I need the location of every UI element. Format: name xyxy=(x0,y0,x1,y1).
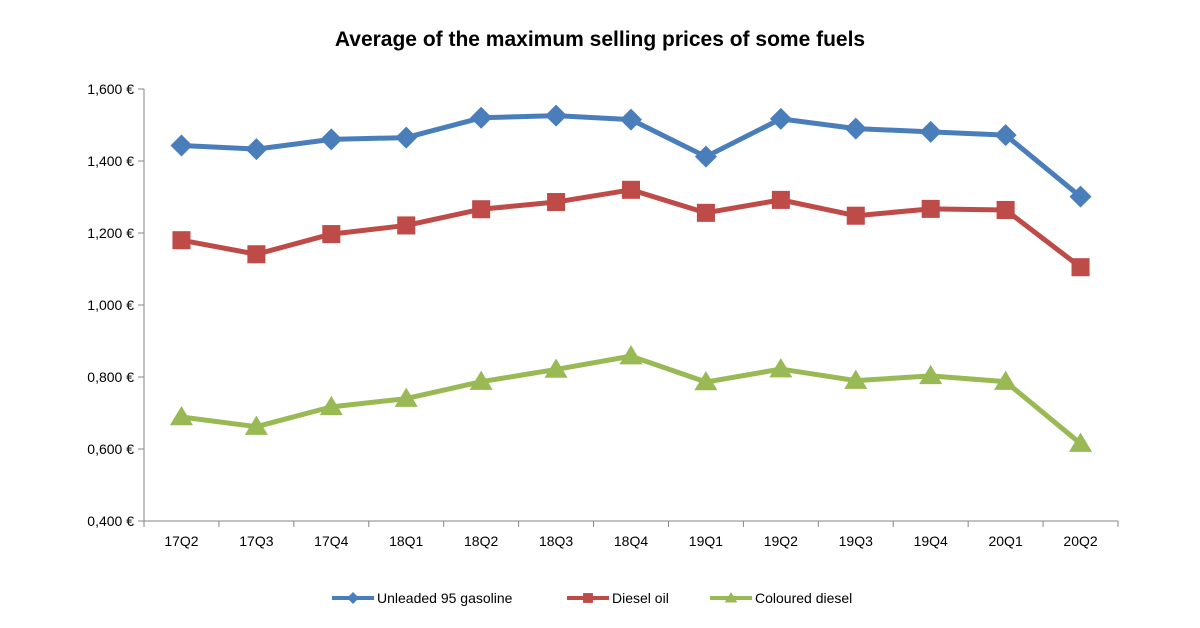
y-tick-label: 0,800 € xyxy=(87,369,134,385)
legend-item: Coloured diesel xyxy=(710,590,852,606)
legend-item: Unleaded 95 gasoline xyxy=(332,590,513,606)
x-tick-label: 19Q1 xyxy=(689,533,723,549)
data-point xyxy=(769,107,792,130)
data-point xyxy=(846,206,865,225)
data-point xyxy=(619,345,643,365)
legend-marker xyxy=(347,592,359,604)
data-point xyxy=(394,387,418,407)
legend-label: Coloured diesel xyxy=(755,590,852,606)
data-point xyxy=(1071,258,1090,277)
x-tick-label: 18Q2 xyxy=(464,533,498,549)
y-tick-label: 1,200 € xyxy=(87,225,134,241)
y-tick-label: 1,400 € xyxy=(87,153,134,169)
x-ticks: 17Q2 17Q3 17Q4 18Q1 18Q2 18Q3 18Q4 19Q1 19Q2 19Q3… xyxy=(143,521,1119,549)
data-point xyxy=(472,200,491,219)
data-point xyxy=(994,124,1017,147)
legend-marker xyxy=(724,592,738,603)
series-2 xyxy=(172,180,1090,277)
data-point xyxy=(545,104,568,127)
data-point xyxy=(994,370,1018,390)
data-point xyxy=(169,405,194,426)
y-tick-label: 0,600 € xyxy=(87,441,134,457)
x-tick-label: 17Q3 xyxy=(239,533,273,549)
x-tick-label: 20Q2 xyxy=(1063,533,1097,549)
data-point xyxy=(844,117,867,140)
data-point xyxy=(919,120,942,143)
data-point xyxy=(244,415,268,435)
data-point xyxy=(996,200,1015,219)
data-point xyxy=(245,138,268,161)
data-point xyxy=(469,370,493,390)
data-point xyxy=(694,145,717,168)
series-line xyxy=(181,187,1083,270)
x-tick-label: 19Q2 xyxy=(764,533,798,549)
data-point xyxy=(547,193,566,212)
data-point xyxy=(769,358,793,378)
data-point xyxy=(320,128,343,151)
data-point xyxy=(1069,185,1092,208)
data-point xyxy=(1068,432,1093,452)
legend-label: Diesel oil xyxy=(612,590,669,606)
series-line xyxy=(181,353,1083,446)
data-point xyxy=(319,395,343,416)
x-tick-label: 18Q4 xyxy=(614,533,648,549)
x-tick-label: 18Q3 xyxy=(539,533,573,549)
legend: Unleaded 95 gasoline Diesel oil Coloured d… xyxy=(332,590,852,606)
x-tick-label: 19Q4 xyxy=(914,533,948,549)
data-point xyxy=(620,108,642,131)
y-tick-label: 0,400 € xyxy=(87,513,134,529)
x-tick-label: 19Q3 xyxy=(839,533,873,549)
chart-title: Average of the maximum selling prices of… xyxy=(335,28,865,51)
data-point xyxy=(247,245,266,264)
data-point xyxy=(621,180,641,199)
data-point xyxy=(322,225,341,244)
data-point xyxy=(544,358,568,378)
series-3 xyxy=(169,345,1093,452)
data-point xyxy=(470,106,493,129)
data-point xyxy=(694,371,718,391)
x-tick-label: 18Q1 xyxy=(389,533,423,549)
data-point xyxy=(696,203,715,222)
data-point xyxy=(844,369,868,389)
legend-marker xyxy=(583,593,593,603)
legend-label: Unleaded 95 gasoline xyxy=(377,590,513,606)
data-point xyxy=(919,364,943,385)
x-tick-label: 17Q4 xyxy=(314,533,348,549)
data-point xyxy=(397,216,416,235)
series-layer xyxy=(169,104,1093,452)
data-point xyxy=(172,231,191,250)
data-point xyxy=(771,190,790,209)
y-ticks: 0,400 € 0,600 € 0,800 € 1,000 € 1,200 € 1,400… xyxy=(87,81,144,529)
x-tick-label: 20Q1 xyxy=(988,533,1022,549)
legend-item: Diesel oil xyxy=(567,590,669,606)
y-tick-label: 1,000 € xyxy=(87,297,134,313)
data-point xyxy=(170,134,193,157)
series-1 xyxy=(170,104,1092,208)
data-point xyxy=(921,199,940,218)
data-point xyxy=(395,126,418,149)
x-tick-label: 17Q2 xyxy=(164,533,198,549)
y-tick-label: 1,600 € xyxy=(87,81,134,97)
